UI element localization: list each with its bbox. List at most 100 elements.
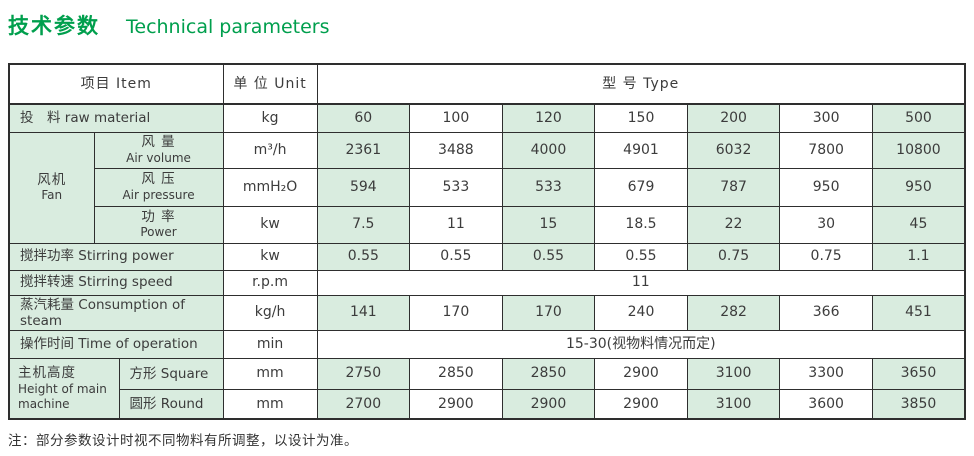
stirring-speed-unit: r.p.m bbox=[222, 269, 318, 296]
square-value: 2850 bbox=[501, 357, 596, 390]
fan-label-zh: 风机 bbox=[37, 171, 67, 188]
raw-material-label: 投 料 raw material bbox=[8, 103, 224, 133]
fan-group-label: 风机 Fan bbox=[8, 131, 95, 244]
height-label-en: Height of main machine bbox=[18, 382, 107, 412]
square-value: 2850 bbox=[409, 357, 503, 390]
steam-label: 蒸汽耗量 Consumption of steam bbox=[8, 294, 224, 331]
stirring-speed-value: 11 bbox=[316, 269, 966, 296]
steam-value: 240 bbox=[594, 294, 688, 331]
air-pressure-value: 787 bbox=[686, 167, 781, 207]
square-value: 3300 bbox=[779, 357, 873, 390]
air-pressure-value: 679 bbox=[594, 167, 688, 207]
air-volume-value: 2361 bbox=[316, 131, 411, 169]
air-pressure-value: 950 bbox=[871, 167, 966, 207]
air-pressure-unit: mmH₂O bbox=[222, 167, 318, 207]
fan-power-value: 22 bbox=[686, 205, 781, 244]
height-group-label: 主机高度 Height of main machine bbox=[8, 357, 120, 420]
raw-material-value: 150 bbox=[594, 103, 688, 133]
header-type-cell: 型 号 Type bbox=[316, 63, 966, 105]
steam-unit: kg/h bbox=[222, 294, 318, 331]
operation-time-row: 操作时间 Time of operation min 15-30(视物料情况而定… bbox=[8, 329, 966, 359]
stirring-power-value: 0.55 bbox=[409, 242, 503, 271]
square-value: 2750 bbox=[316, 357, 411, 390]
table-header-row: 项目 Item 单 位 Unit 型 号 Type bbox=[8, 63, 966, 105]
stirring-power-value: 0.55 bbox=[594, 242, 688, 271]
air-pressure-value: 594 bbox=[316, 167, 411, 207]
round-value: 2900 bbox=[501, 388, 596, 420]
steam-value: 170 bbox=[501, 294, 596, 331]
stirring-speed-row: 搅拌转速 Stirring speed r.p.m 11 bbox=[8, 269, 966, 296]
square-label: 方形 Square bbox=[118, 357, 224, 390]
round-value: 2700 bbox=[316, 388, 411, 420]
round-value: 2900 bbox=[409, 388, 503, 420]
stirring-power-value: 0.75 bbox=[779, 242, 873, 271]
air-volume-value: 7800 bbox=[779, 131, 873, 169]
raw-material-value: 300 bbox=[779, 103, 873, 133]
fan-power-value: 45 bbox=[871, 205, 966, 244]
fan-power-value: 15 bbox=[501, 205, 596, 244]
steam-value: 282 bbox=[686, 294, 781, 331]
steam-value: 366 bbox=[779, 294, 873, 331]
stirring-power-value: 0.55 bbox=[316, 242, 411, 271]
header-item-cell: 项目 Item bbox=[8, 63, 224, 105]
air-volume-value: 4000 bbox=[501, 131, 596, 169]
fan-power-unit: kw bbox=[222, 205, 318, 244]
page-title: 技术参数 Technical parameters bbox=[8, 10, 974, 40]
air-pressure-value: 533 bbox=[501, 167, 596, 207]
air-volume-value: 3488 bbox=[409, 131, 503, 169]
air-volume-label: 风 量 Air volume bbox=[93, 131, 224, 169]
round-label: 圆形 Round bbox=[118, 388, 224, 420]
height-square-row: 主机高度 Height of main machine 方形 Square mm… bbox=[8, 357, 966, 420]
fan-power-value: 18.5 bbox=[594, 205, 688, 244]
round-value: 2900 bbox=[594, 388, 688, 420]
raw-material-value: 120 bbox=[501, 103, 596, 133]
air-pressure-row: 风 压 Air pressure mmH₂O 594 533 533 679 7… bbox=[9, 167, 966, 207]
stirring-power-value: 1.1 bbox=[871, 242, 966, 271]
stirring-power-unit: kw bbox=[222, 242, 318, 271]
steam-value: 141 bbox=[316, 294, 411, 331]
steam-value: 170 bbox=[409, 294, 503, 331]
air-volume-value: 10800 bbox=[871, 131, 966, 169]
square-value: 3650 bbox=[871, 357, 966, 390]
fan-power-value: 7.5 bbox=[316, 205, 411, 244]
raw-material-value: 200 bbox=[686, 103, 781, 133]
air-pressure-value: 533 bbox=[409, 167, 503, 207]
round-unit: mm bbox=[222, 388, 318, 420]
stirring-power-value: 0.75 bbox=[686, 242, 781, 271]
technical-parameters-table: 项目 Item 单 位 Unit 型 号 Type 投 料 raw materi… bbox=[8, 63, 966, 421]
square-value: 3100 bbox=[686, 357, 781, 390]
round-value: 3600 bbox=[779, 388, 873, 420]
square-unit: mm bbox=[222, 357, 318, 390]
air-pressure-value: 950 bbox=[779, 167, 873, 207]
fan-power-value: 30 bbox=[779, 205, 873, 244]
fan-power-row: 功 率 Power kw 7.5 11 15 18.5 22 30 45 bbox=[9, 205, 966, 244]
operation-time-unit: min bbox=[222, 329, 318, 359]
raw-material-row: 投 料 raw material kg 60 100 120 150 200 3… bbox=[8, 103, 966, 133]
stirring-power-row: 搅拌功率 Stirring power kw 0.55 0.55 0.55 0.… bbox=[8, 242, 966, 271]
raw-material-unit: kg bbox=[222, 103, 318, 133]
air-volume-unit: m³/h bbox=[222, 131, 318, 169]
fan-label-en: Fan bbox=[41, 188, 63, 203]
operation-time-value: 15-30(视物料情况而定) bbox=[316, 329, 966, 359]
fan-power-label: 功 率 Power bbox=[93, 205, 224, 244]
raw-material-value: 100 bbox=[409, 103, 503, 133]
raw-material-value: 500 bbox=[871, 103, 966, 133]
air-pressure-label: 风 压 Air pressure bbox=[93, 167, 224, 207]
steam-value: 451 bbox=[871, 294, 966, 331]
operation-time-label: 操作时间 Time of operation bbox=[8, 329, 224, 359]
stirring-power-label: 搅拌功率 Stirring power bbox=[8, 242, 224, 271]
steam-row: 蒸汽耗量 Consumption of steam kg/h 141 170 1… bbox=[8, 294, 966, 331]
square-value: 2900 bbox=[594, 357, 688, 390]
height-label-zh: 主机高度 bbox=[18, 365, 76, 382]
air-volume-value: 4901 bbox=[594, 131, 688, 169]
round-value: 3100 bbox=[686, 388, 781, 420]
fan-power-value: 11 bbox=[409, 205, 503, 244]
footer-note: 注：部分参数设计时视不同物料有所调整，以设计为准。 bbox=[8, 433, 358, 450]
stirring-power-value: 0.55 bbox=[501, 242, 596, 271]
air-volume-row: 风机 Fan 风 量 Air volume m³/h 2361 3488 400… bbox=[8, 131, 966, 244]
title-english: Technical parameters bbox=[126, 16, 330, 38]
air-volume-value: 6032 bbox=[686, 131, 781, 169]
round-value: 3850 bbox=[871, 388, 966, 420]
height-round-row: 圆形 Round mm 2700 2900 2900 2900 3100 360… bbox=[9, 388, 966, 420]
stirring-speed-label: 搅拌转速 Stirring speed bbox=[8, 269, 224, 296]
